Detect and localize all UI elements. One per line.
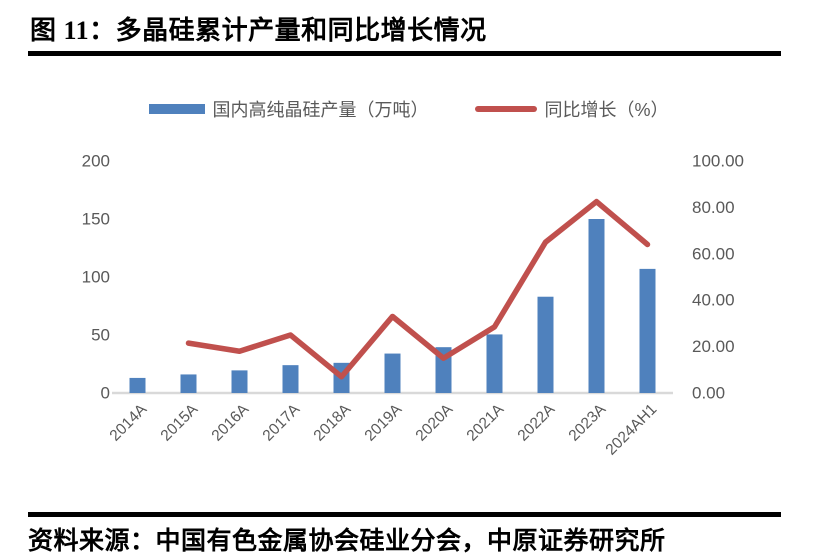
footer-divider [28, 512, 781, 517]
x-axis-category-label: 2018A [311, 400, 355, 444]
x-axis-category-label: 2019A [362, 400, 406, 444]
line-series-swatch [475, 106, 538, 112]
production-bar [537, 296, 554, 393]
production-bar [129, 377, 146, 393]
x-axis-category-label: 2023A [566, 400, 610, 444]
production-bar [588, 219, 605, 393]
legend-label-yoy-growth: 同比增长（%） [544, 100, 669, 120]
left-axis-tick-label: 50 [91, 326, 110, 345]
production-bar [231, 370, 248, 393]
figure-title: 图 11：多晶硅累计产量和同比增长情况 [30, 16, 487, 45]
x-axis-category-label: 2017A [260, 400, 304, 444]
right-axis-tick-label: 40.00 [692, 291, 735, 310]
left-axis-tick-label: 150 [82, 210, 110, 229]
production-bar [639, 268, 656, 393]
left-axis-tick-label: 0 [101, 384, 110, 403]
right-axis-tick-label: 100.00 [692, 152, 744, 171]
bar-series-swatch [149, 104, 206, 114]
x-axis-category-label: 2021A [464, 400, 508, 444]
x-axis-category-label: 2022A [515, 400, 559, 444]
production-bar [180, 374, 197, 393]
yoy-growth-line [185, 198, 651, 380]
legend-label-production: 国内高纯晶硅产量（万吨） [212, 100, 429, 120]
production-bar [384, 353, 401, 393]
left-axis-tick-label: 100 [82, 268, 110, 287]
x-axis-category-label: 2015A [158, 400, 202, 444]
right-axis-tick-label: 80.00 [692, 198, 735, 217]
right-axis-tick-label: 0.00 [692, 384, 725, 403]
chart-legend: 国内高纯晶硅产量（万吨） 同比增长（%） [0, 96, 818, 122]
title-divider [28, 51, 781, 56]
figure-source: 资料来源：中国有色金属协会硅业分会，中原证券研究所 [28, 528, 666, 555]
legend-item-yoy-growth: 同比增长（%） [475, 96, 669, 122]
x-axis-category-label: 2016A [209, 400, 253, 444]
right-axis-tick-label: 60.00 [692, 244, 735, 263]
legend-item-production: 国内高纯晶硅产量（万吨） [149, 96, 428, 122]
production-bar [282, 365, 299, 393]
x-axis-category-label: 2020A [413, 400, 457, 444]
production-bar [486, 334, 503, 393]
combo-chart: 0 50 100 150 200 0.00 20.00 40.00 60.00 80.00 100.… [82, 152, 744, 459]
right-axis-tick-label: 20.00 [692, 337, 735, 356]
left-axis-tick-label: 200 [82, 152, 110, 171]
x-axis-category-label: 2024AH1 [603, 401, 661, 459]
x-axis-category-label: 2014A [107, 400, 151, 444]
